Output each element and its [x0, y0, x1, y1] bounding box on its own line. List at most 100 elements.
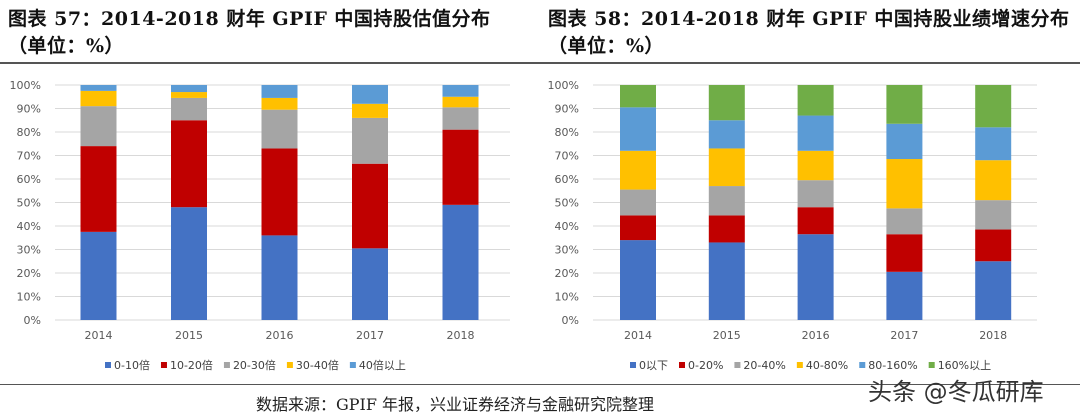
y-tick-label: 50% — [17, 197, 41, 210]
x-tick-label: 2018 — [447, 329, 475, 342]
bar-segment — [975, 261, 1012, 320]
x-tick-label: 2017 — [356, 329, 384, 342]
legend-swatch — [679, 362, 685, 368]
x-tick-label: 2015 — [713, 329, 741, 342]
bar-segment — [171, 85, 207, 93]
top-divider — [0, 62, 1080, 64]
bar-segment — [797, 85, 834, 116]
legend-swatch — [796, 362, 803, 368]
legend-label: 160%以上 — [938, 359, 991, 372]
y-tick-label: 40% — [17, 220, 41, 233]
bar-segment — [261, 148, 298, 236]
bar-segment — [708, 120, 745, 149]
x-tick-label: 2015 — [175, 329, 203, 342]
bar-segment — [352, 117, 388, 164]
legend-swatch — [105, 362, 111, 368]
y-tick-label: 90% — [17, 103, 41, 116]
bar-segment — [708, 242, 745, 320]
bar-segment — [261, 235, 298, 320]
source-note: 数据来源：GPIF 年报，兴业证券经济与金融研究院整理 — [256, 395, 655, 414]
x-tick-label: 2017 — [890, 329, 918, 342]
bar-segment — [261, 109, 298, 149]
legend-swatch — [630, 362, 636, 368]
bar-segment — [886, 271, 923, 320]
y-tick-label: 40% — [555, 220, 579, 233]
legend-swatch — [223, 362, 230, 368]
bar-segment — [620, 215, 656, 241]
legend-label: 0-10倍 — [114, 358, 150, 372]
x-tick-label: 2014 — [85, 329, 113, 342]
x-tick-label: 2016 — [266, 329, 294, 342]
legend-label: 10-20倍 — [170, 358, 213, 372]
y-tick-label: 30% — [17, 244, 41, 257]
y-tick-label: 0% — [562, 314, 579, 327]
y-tick-label: 100% — [548, 79, 579, 92]
bar-segment — [708, 85, 745, 121]
bar-segment — [797, 234, 834, 320]
y-tick-label: 70% — [555, 150, 579, 163]
legend-label: 20-40% — [743, 359, 785, 372]
bar-segment — [352, 248, 388, 320]
legend-label: 30-40倍 — [296, 358, 339, 372]
bar-segment — [797, 180, 834, 208]
bar-segment — [261, 85, 298, 98]
legend-label: 40倍以上 — [359, 358, 406, 372]
bar-segment — [352, 163, 388, 249]
bar-segment — [171, 120, 207, 208]
chart-title-58: 图表 58：2014-2018 财年 GPIF 中国持股业绩增速分布（单位：%） — [548, 8, 1070, 57]
bar-segment — [261, 97, 298, 110]
bar-segment — [80, 231, 117, 320]
legend-swatch — [734, 362, 741, 368]
bar-segment — [620, 107, 656, 151]
bar-segment — [620, 85, 656, 108]
y-tick-label: 0% — [24, 314, 41, 327]
y-tick-label: 10% — [555, 291, 579, 304]
legend-label: 0-20% — [688, 359, 723, 372]
bar-segment — [797, 207, 834, 235]
y-tick-label: 10% — [17, 291, 41, 304]
y-tick-label: 100% — [10, 79, 41, 92]
bar-segment — [352, 103, 388, 118]
legend-swatch — [349, 362, 356, 368]
bar-segment — [171, 92, 207, 98]
watermark: 头条 @冬瓜研库 — [868, 378, 1044, 406]
bar-segment — [80, 146, 117, 232]
bar-segment — [442, 85, 479, 97]
y-tick-label: 60% — [555, 173, 579, 186]
bar-segment — [171, 97, 207, 121]
bar-segment — [442, 107, 479, 130]
legend-swatch — [160, 362, 167, 368]
legend-label: 0以下 — [639, 359, 668, 372]
bar-segment — [886, 234, 923, 272]
x-tick-label: 2014 — [624, 329, 652, 342]
y-tick-label: 90% — [555, 103, 579, 116]
bar-segment — [442, 96, 479, 108]
bar-segment — [80, 90, 117, 107]
bar-segment — [352, 85, 388, 104]
bar-segment — [886, 123, 923, 160]
bar-segment — [620, 150, 656, 190]
bar-segment — [708, 148, 745, 187]
bar-segment — [171, 207, 207, 320]
legend-label: 20-30倍 — [233, 358, 276, 372]
legend-label: 80-160% — [868, 359, 917, 372]
y-tick-label: 80% — [17, 126, 41, 139]
bar-segment — [708, 186, 745, 216]
bar-segment — [975, 160, 1012, 201]
bar-segment — [620, 189, 656, 216]
bar-segment — [886, 159, 923, 209]
y-tick-label: 20% — [17, 267, 41, 280]
bar-segment — [80, 106, 117, 147]
y-tick-label: 30% — [555, 244, 579, 257]
y-tick-label: 50% — [555, 197, 579, 210]
bar-segment — [975, 200, 1012, 230]
bar-segment — [886, 208, 923, 235]
bar-segment — [975, 229, 1012, 262]
bar-segment — [886, 85, 923, 124]
bar-segment — [797, 150, 834, 181]
bar-segment — [442, 129, 479, 205]
legend-swatch — [286, 362, 293, 368]
bar-segment — [975, 85, 1012, 128]
legend-swatch — [859, 362, 866, 368]
